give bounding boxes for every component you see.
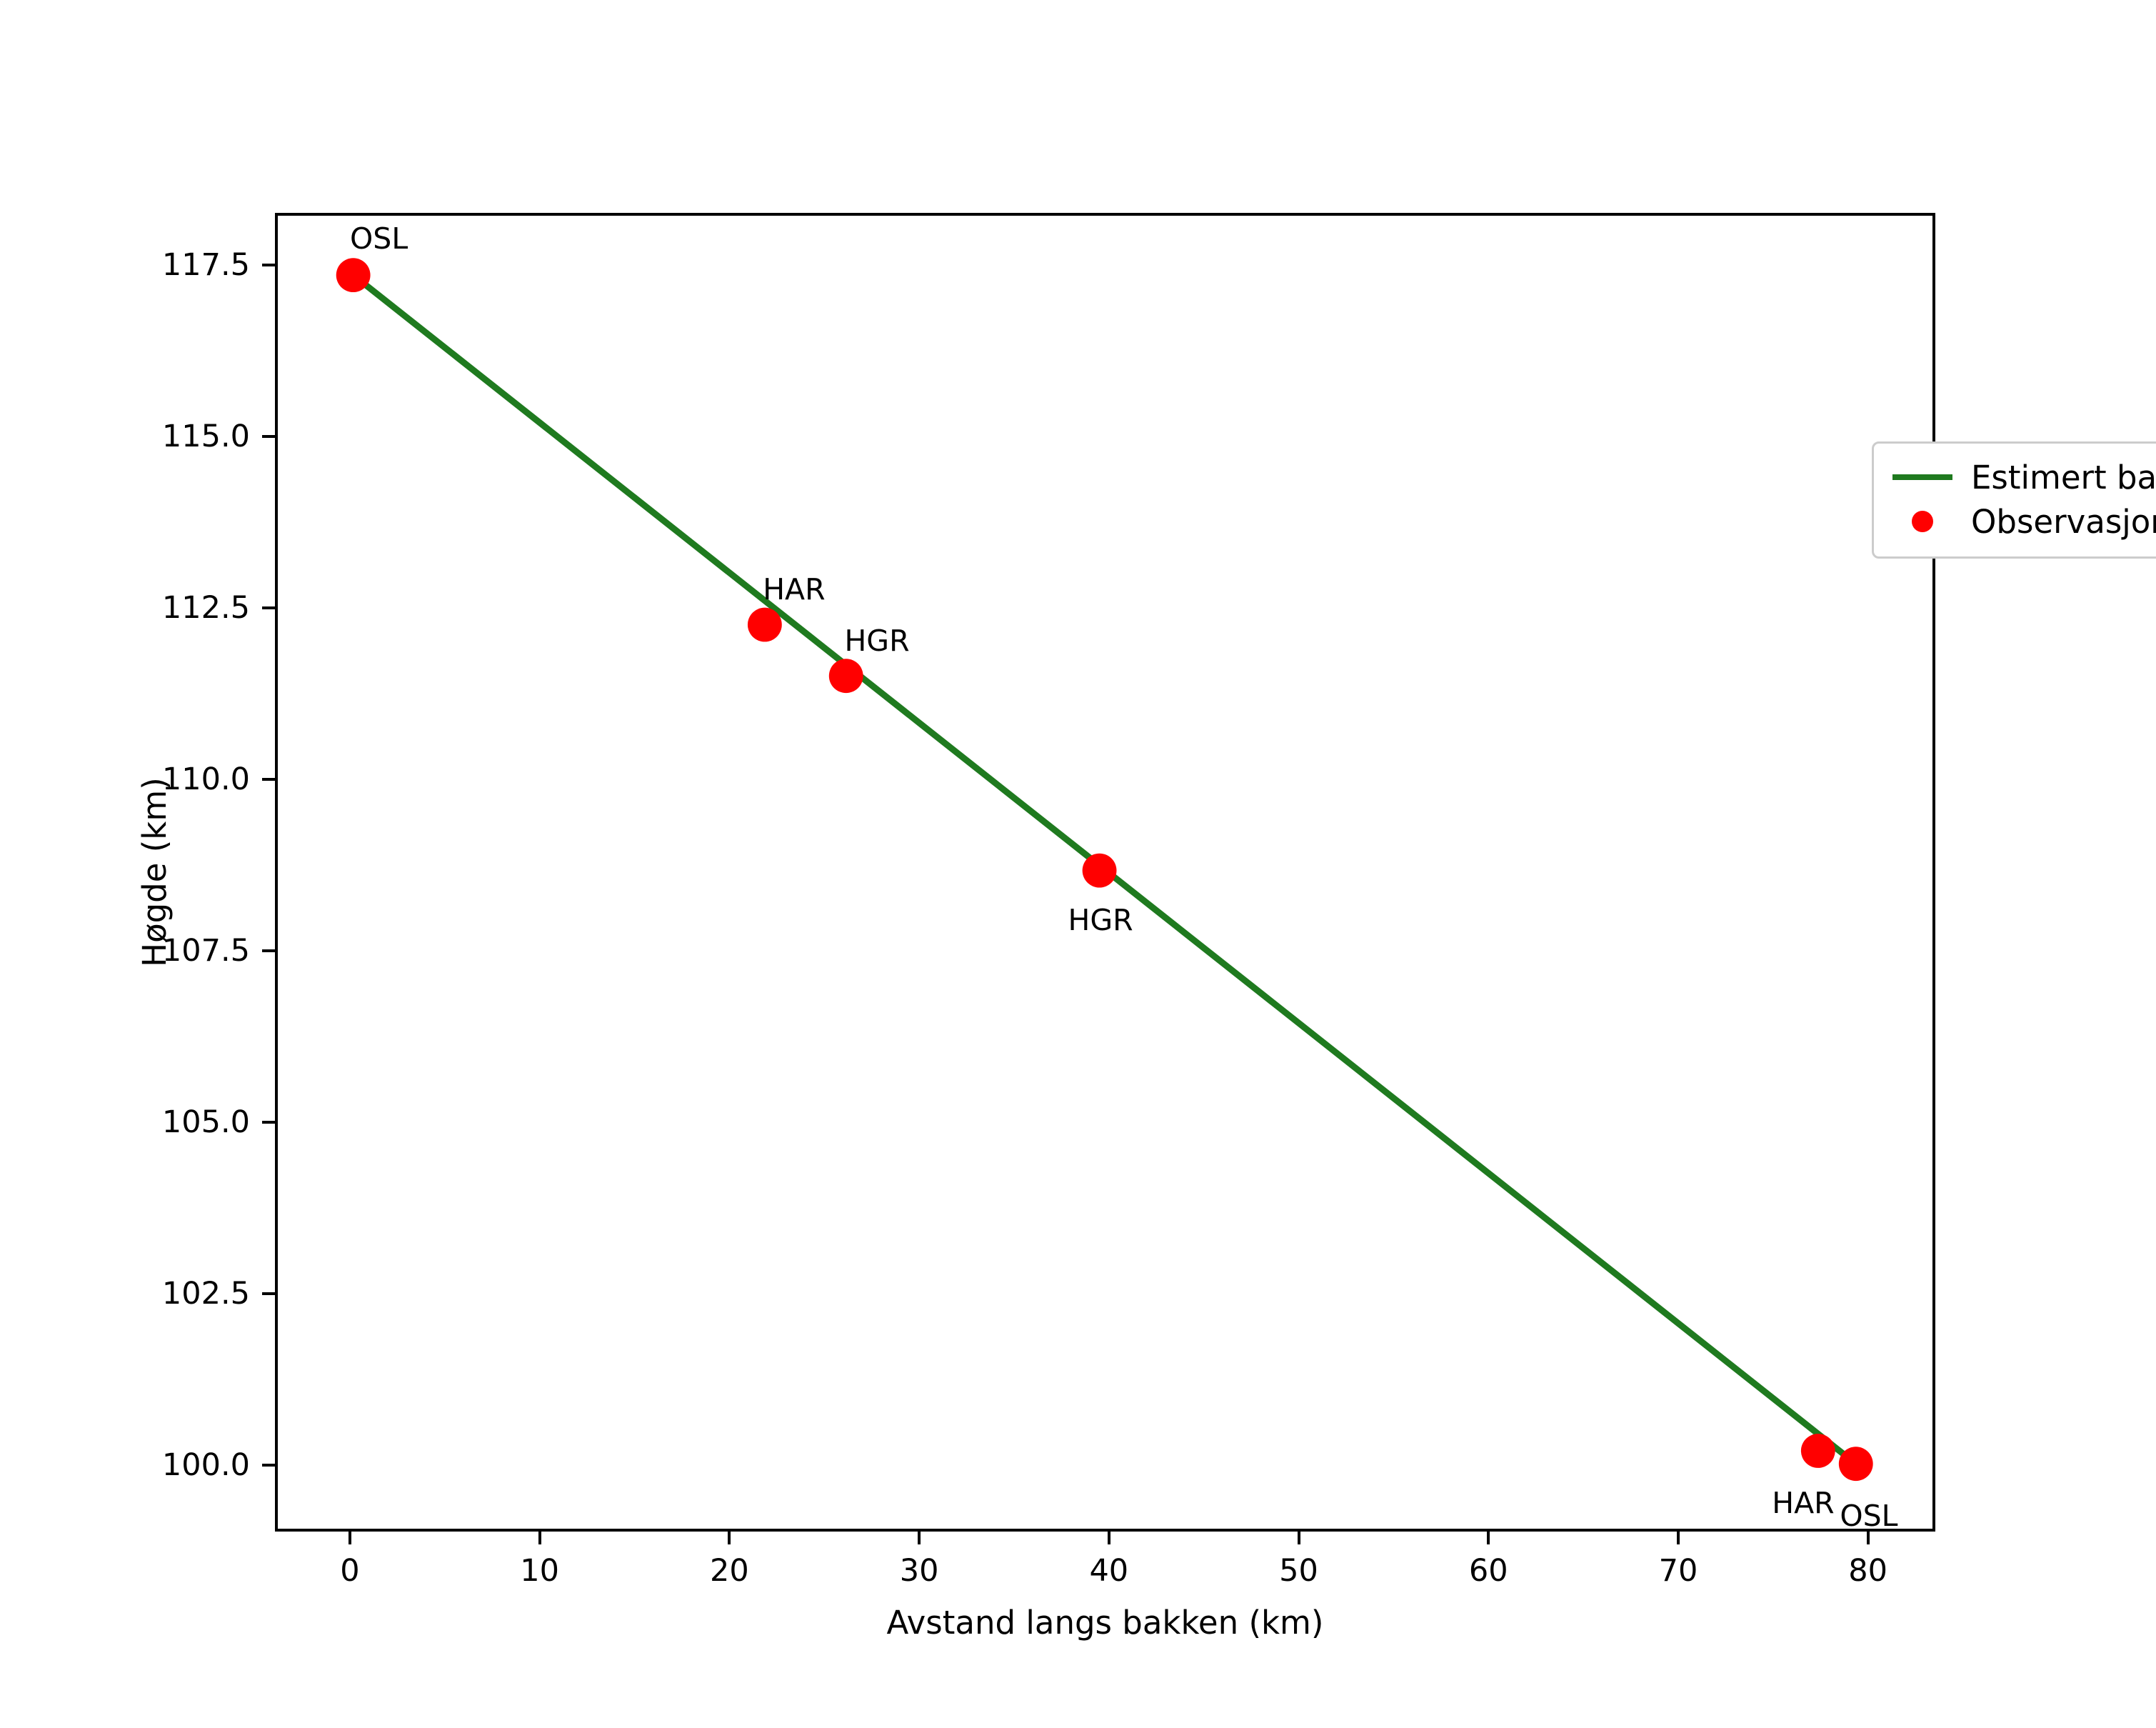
x-tick-label: 30: [899, 1553, 939, 1589]
x-tick-mark: [1107, 1532, 1110, 1544]
x-tick-label: 50: [1279, 1553, 1318, 1589]
chart-legend: Estimert bane Observasjoner: [1872, 441, 2156, 559]
y-tick-label: 110.0: [161, 761, 250, 797]
x-tick-mark: [918, 1532, 921, 1544]
observation-point: [747, 607, 782, 642]
legend-marker: [1890, 511, 1955, 532]
x-tick-label: 70: [1658, 1553, 1698, 1589]
chart-svg: [336, 258, 1873, 1482]
x-tick-label: 0: [340, 1553, 360, 1589]
x-tick-mark: [348, 1532, 351, 1544]
observation-point-label: HGR: [1068, 902, 1133, 937]
y-axis-label: Høgde (km): [136, 777, 174, 967]
legend-item: Estimert bane: [1890, 455, 2156, 499]
x-tick-mark: [1866, 1532, 1870, 1544]
x-tick-mark: [1487, 1532, 1490, 1544]
legend-item: Observasjoner: [1890, 499, 2156, 544]
legend-label: Observasjoner: [1971, 502, 2156, 541]
y-tick-mark: [262, 1120, 275, 1124]
x-tick-label: 20: [710, 1553, 749, 1589]
observation-point: [1800, 1434, 1835, 1468]
observation-point: [1838, 1447, 1873, 1482]
x-tick-label: 60: [1468, 1553, 1508, 1589]
observation-point-label: HAR: [763, 572, 826, 606]
y-tick-label: 107.5: [161, 932, 250, 969]
y-tick-label: 115.0: [161, 418, 250, 454]
y-tick-mark: [262, 1463, 275, 1467]
observation-point-label: HAR: [1772, 1485, 1835, 1520]
observation-point: [336, 258, 371, 293]
legend-marker: [1890, 474, 1955, 480]
x-tick-mark: [1297, 1532, 1300, 1544]
y-tick-label: 105.0: [161, 1104, 250, 1140]
x-tick-mark: [728, 1532, 731, 1544]
legend-dot-swatch: [1912, 511, 1933, 532]
y-tick-label: 102.5: [161, 1275, 250, 1312]
y-tick-label: 112.5: [161, 589, 250, 626]
observation-point: [828, 659, 863, 694]
observation-point-label: OSL: [1840, 1498, 1898, 1533]
y-tick-mark: [262, 949, 275, 952]
y-tick-mark: [262, 777, 275, 781]
x-tick-label: 10: [520, 1553, 560, 1589]
y-tick-mark: [262, 434, 275, 438]
legend-line-swatch: [1892, 474, 1952, 480]
x-tick-mark: [1676, 1532, 1680, 1544]
observation-points-group: [336, 258, 1873, 1482]
x-axis-label: Avstand langs bakken (km): [886, 1604, 1324, 1642]
observation-point: [1082, 853, 1117, 888]
y-tick-label: 117.5: [161, 246, 250, 283]
y-tick-mark: [262, 606, 275, 609]
legend-label: Estimert bane: [1971, 458, 2156, 496]
y-tick-label: 100.0: [161, 1447, 250, 1483]
x-tick-label: 40: [1089, 1553, 1129, 1589]
y-tick-mark: [262, 1292, 275, 1295]
x-tick-label: 80: [1848, 1553, 1888, 1589]
observation-point-label: OSL: [350, 221, 408, 256]
y-tick-mark: [262, 263, 275, 266]
observation-point-label: HGR: [844, 624, 910, 658]
x-tick-mark: [538, 1532, 541, 1544]
